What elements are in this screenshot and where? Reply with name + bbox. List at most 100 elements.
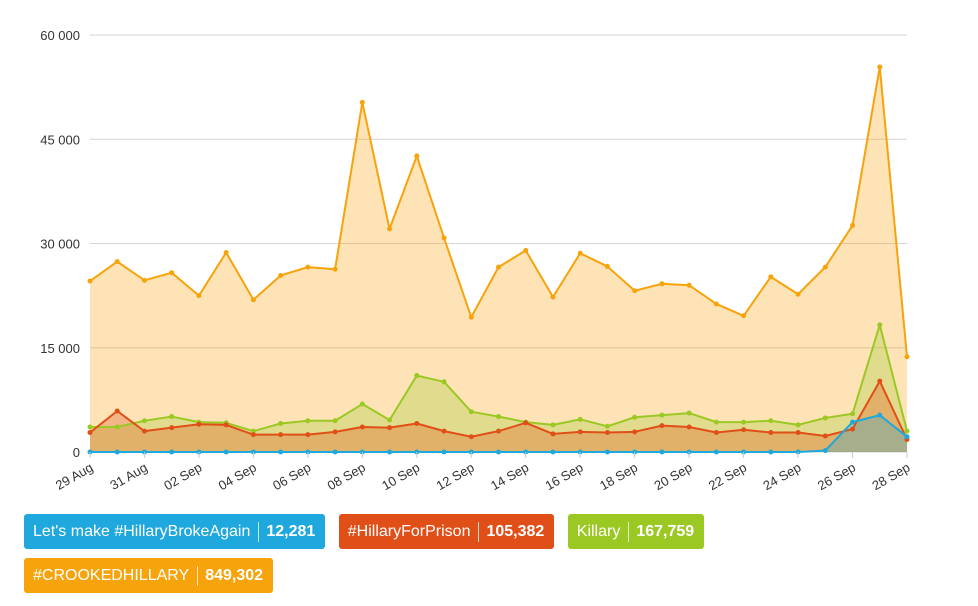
data-point	[441, 428, 447, 434]
data-point	[359, 401, 365, 407]
data-point	[278, 421, 284, 427]
data-point	[87, 430, 93, 436]
data-point	[604, 430, 610, 436]
data-point	[87, 278, 93, 284]
data-point	[223, 250, 229, 256]
data-point	[414, 421, 420, 427]
data-point	[768, 449, 774, 455]
data-point	[713, 301, 719, 307]
data-point	[278, 272, 284, 278]
data-point	[414, 373, 420, 379]
x-tick-label: 31 Aug	[107, 460, 150, 493]
data-point	[468, 314, 474, 320]
data-point	[877, 378, 883, 384]
legend-divider	[258, 521, 260, 542]
data-point	[250, 297, 256, 303]
data-point	[550, 449, 556, 455]
x-tick-label: 14 Sep	[488, 460, 531, 494]
data-point	[141, 277, 147, 283]
data-point	[387, 226, 393, 232]
x-tick-label: 10 Sep	[379, 460, 422, 494]
data-point	[305, 264, 311, 270]
data-point	[387, 417, 393, 423]
data-point	[468, 434, 474, 440]
data-point	[768, 418, 774, 424]
x-tick-label: 20 Sep	[651, 460, 694, 494]
series-areas	[90, 66, 907, 452]
data-point	[713, 419, 719, 425]
data-point	[141, 428, 147, 434]
legend-total: 167,759	[636, 522, 695, 540]
data-point	[768, 274, 774, 280]
data-point	[387, 425, 393, 431]
data-point	[496, 449, 501, 455]
data-point	[577, 429, 583, 435]
series-points	[87, 64, 910, 455]
data-point	[169, 425, 175, 431]
data-point	[414, 153, 420, 159]
data-point	[523, 420, 529, 426]
data-point	[850, 411, 856, 417]
data-point	[659, 449, 665, 455]
data-point	[305, 432, 311, 438]
data-point	[904, 354, 910, 360]
data-point	[250, 428, 256, 434]
y-tick-label: 30 000	[40, 237, 80, 252]
legend: Let's make #HillaryBrokeAgain 12,281 #Hi…	[24, 514, 724, 602]
data-point	[713, 449, 719, 455]
data-point	[550, 422, 556, 428]
legend-item-hillaryforprison[interactable]: #HillaryForPrison 105,382	[338, 514, 555, 549]
data-point	[523, 247, 529, 253]
legend-label: #CROOKEDHILLARY	[33, 566, 190, 584]
legend-item-crookedhillary[interactable]: #CROOKEDHILLARY 849,302	[24, 558, 274, 593]
data-point	[632, 429, 638, 435]
data-point	[387, 449, 393, 455]
data-point	[359, 424, 365, 430]
data-point	[795, 422, 801, 428]
y-tick-label: 60 000	[40, 28, 80, 43]
data-point	[768, 430, 774, 436]
data-point	[713, 430, 719, 436]
data-point	[741, 427, 747, 433]
data-point	[332, 418, 338, 424]
series-area	[90, 324, 907, 452]
data-point	[305, 418, 311, 424]
data-point	[604, 449, 610, 455]
data-point	[496, 428, 501, 434]
legend-item-hillarybrokeagain[interactable]: Let's make #HillaryBrokeAgain 12,281	[24, 514, 326, 549]
data-point	[822, 264, 828, 270]
data-point	[877, 64, 883, 70]
legend-total: 105,382	[486, 522, 545, 540]
data-point	[741, 419, 747, 425]
data-point	[604, 423, 610, 429]
legend-label: Let's make #HillaryBrokeAgain	[33, 522, 251, 540]
data-point	[904, 428, 910, 434]
y-tick-label: 45 000	[40, 132, 80, 147]
data-point	[169, 270, 175, 276]
data-point	[441, 379, 447, 385]
data-point	[250, 432, 256, 438]
x-tick-label: 16 Sep	[543, 460, 586, 494]
legend-total: 849,302	[205, 566, 264, 584]
x-tick-label: 08 Sep	[325, 460, 368, 494]
y-axis-labels: 0 15 000 30 000 45 000 60 000	[40, 28, 80, 460]
data-point	[659, 423, 665, 429]
data-point	[223, 449, 229, 455]
x-tick-label: 12 Sep	[434, 460, 477, 494]
data-point	[169, 414, 175, 420]
data-point	[686, 410, 692, 416]
x-tick-label: 26 Sep	[815, 460, 858, 494]
y-tick-label: 15 000	[40, 341, 80, 356]
x-tick-label: 06 Sep	[270, 460, 313, 494]
data-point	[114, 449, 120, 455]
data-point	[332, 266, 338, 272]
data-point	[550, 431, 556, 437]
x-axis-labels: 29 Aug 31 Aug 02 Sep 04 Sep 06 Sep 08 Sep 10 S…	[53, 452, 913, 493]
data-point	[87, 424, 93, 430]
data-point	[822, 448, 828, 454]
legend-item-killary[interactable]: Killary 167,759	[567, 514, 705, 549]
legend-label: Killary	[576, 522, 621, 540]
data-point	[877, 322, 883, 328]
data-point	[196, 421, 202, 427]
data-point	[114, 424, 120, 430]
